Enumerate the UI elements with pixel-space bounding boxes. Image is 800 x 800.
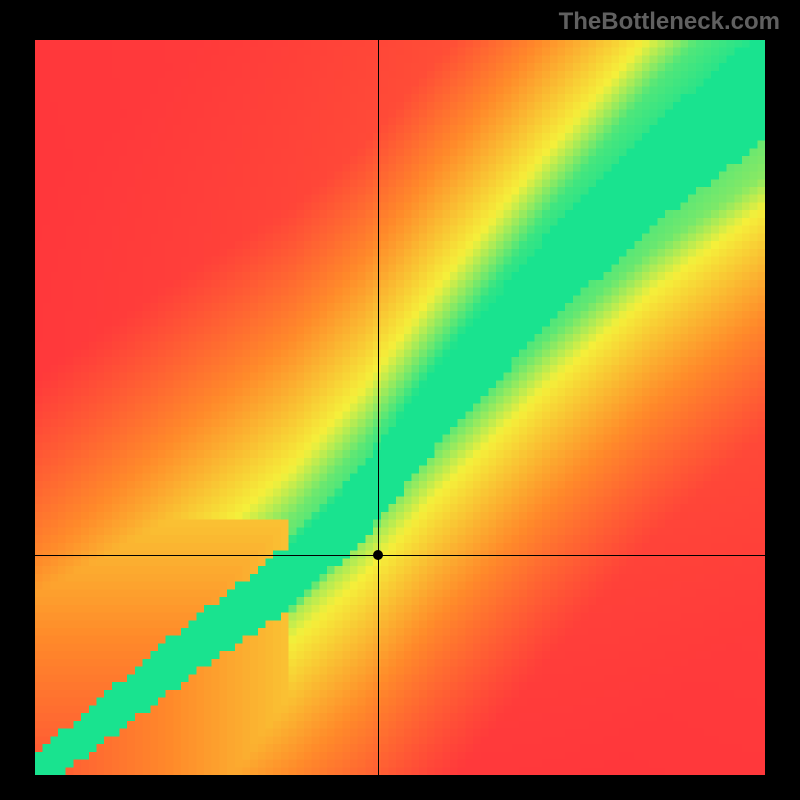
heatmap-canvas [35,40,765,775]
chart-container: TheBottleneck.com [0,0,800,800]
crosshair-vertical [378,40,379,775]
crosshair-horizontal [35,555,765,556]
watermark-text: TheBottleneck.com [559,8,780,36]
crosshair-dot [373,550,383,560]
plot-area [35,40,765,775]
